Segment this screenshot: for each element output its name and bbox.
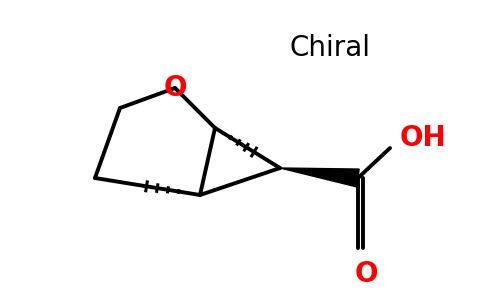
Text: O: O	[354, 260, 378, 288]
Text: OH: OH	[400, 124, 447, 152]
Polygon shape	[280, 168, 359, 187]
Text: O: O	[163, 74, 187, 102]
Text: Chiral: Chiral	[289, 34, 370, 62]
